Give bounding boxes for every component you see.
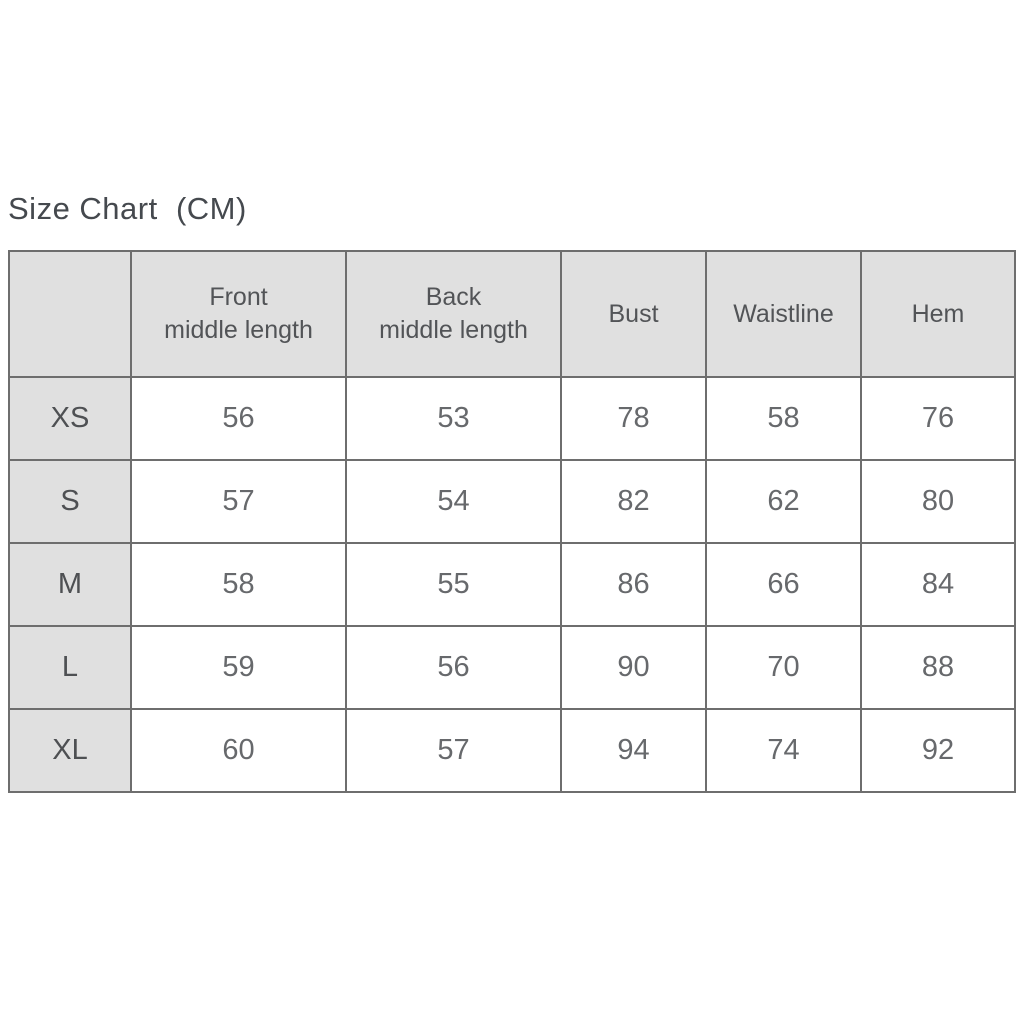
column-header-front-middle-length: Front middle length <box>130 250 347 378</box>
header-line: middle length <box>379 316 528 344</box>
table-cell: 92 <box>860 708 1016 793</box>
header-line: Back <box>425 283 482 311</box>
row-header-l: L <box>8 625 132 710</box>
table-cell: 56 <box>130 376 347 461</box>
table-cell: 82 <box>560 459 707 544</box>
table-cell: 78 <box>560 376 707 461</box>
row-header-xl: XL <box>8 708 132 793</box>
header-line: Front <box>209 283 268 311</box>
table-cell: 57 <box>130 459 347 544</box>
table-cell: 84 <box>860 542 1016 627</box>
row-header-s: S <box>8 459 132 544</box>
table-cell: 58 <box>705 376 862 461</box>
row-header-xs: XS <box>8 376 132 461</box>
header-line: middle length <box>164 316 313 344</box>
table-row-m: M 58 55 86 66 84 <box>8 542 1016 627</box>
table-header-row: Front middle length Back middle length B… <box>8 250 1016 378</box>
table-cell: 76 <box>860 376 1016 461</box>
table-cell: 70 <box>705 625 862 710</box>
table-cell: 66 <box>705 542 862 627</box>
corner-cell <box>8 250 132 378</box>
row-header-m: M <box>8 542 132 627</box>
table-cell: 58 <box>130 542 347 627</box>
table-cell: 74 <box>705 708 862 793</box>
table-row-xl: XL 60 57 94 74 92 <box>8 708 1016 793</box>
header-line: Bust <box>608 299 659 328</box>
table-cell: 60 <box>130 708 347 793</box>
table-cell: 53 <box>345 376 562 461</box>
table-row-xs: XS 56 53 78 58 76 <box>8 376 1016 461</box>
table-cell: 55 <box>345 542 562 627</box>
table-cell: 62 <box>705 459 862 544</box>
header-line: Hem <box>911 299 965 328</box>
header-line: Waistline <box>733 299 834 328</box>
table-cell: 86 <box>560 542 707 627</box>
table-cell: 94 <box>560 708 707 793</box>
column-header-back-middle-length: Back middle length <box>345 250 562 378</box>
table-row-s: S 57 54 82 62 80 <box>8 459 1016 544</box>
table-cell: 88 <box>860 625 1016 710</box>
column-header-hem: Hem <box>860 250 1016 378</box>
size-chart-table: Front middle length Back middle length B… <box>8 250 1016 793</box>
column-header-waistline: Waistline <box>705 250 862 378</box>
page-title: Size Chart (CM) <box>8 191 247 226</box>
column-header-bust: Bust <box>560 250 707 378</box>
table-cell: 57 <box>345 708 562 793</box>
table-cell: 59 <box>130 625 347 710</box>
table-cell: 56 <box>345 625 562 710</box>
table-cell: 54 <box>345 459 562 544</box>
table-cell: 80 <box>860 459 1016 544</box>
table-cell: 90 <box>560 625 707 710</box>
table-row-l: L 59 56 90 70 88 <box>8 625 1016 710</box>
